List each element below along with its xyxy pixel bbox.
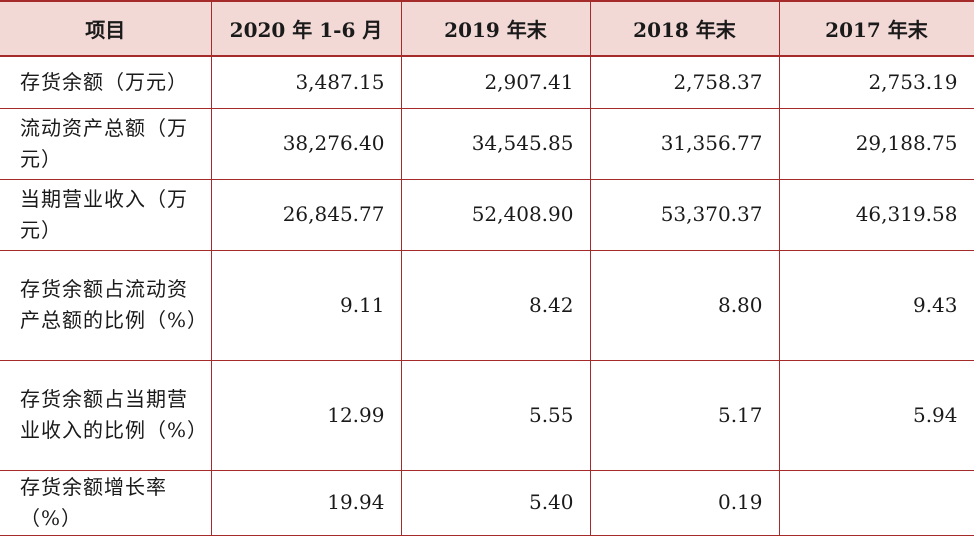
cell-value: 9.11 — [210, 250, 402, 361]
cell-value: 5.94 — [778, 360, 974, 471]
cell-value: 5.17 — [589, 360, 780, 471]
table-row: 存货余额占当期营业收入的比例（%） 12.99 5.55 5.17 5.94 — [0, 360, 974, 471]
row-label: 存货余额增长率（%） — [0, 470, 212, 536]
cell-value: 26,845.77 — [210, 179, 402, 251]
cell-value: 29,188.75 — [778, 108, 974, 180]
cell-value: 8.42 — [400, 250, 591, 361]
table-row: 存货余额（万元） 3,487.15 2,907.41 2,758.37 2,75… — [0, 56, 974, 109]
header-row: 项目 2020 年 1-6 月 2019 年末 2018 年末 2017 年末 — [0, 0, 974, 57]
cell-value: 38,276.40 — [210, 108, 402, 180]
table-row: 存货余额占流动资产总额的比例（%） 9.11 8.42 8.80 9.43 — [0, 250, 974, 361]
cell-value: 2,907.41 — [400, 56, 591, 109]
table-row: 存货余额增长率（%） 19.94 5.40 0.19 — [0, 470, 974, 536]
cell-value: 31,356.77 — [589, 108, 780, 180]
header-2019: 2019 年末 — [400, 0, 591, 57]
table-row: 流动资产总额（万元） 38,276.40 34,545.85 31,356.77… — [0, 108, 974, 180]
cell-value: 2,753.19 — [778, 56, 974, 109]
cell-value: 46,319.58 — [778, 179, 974, 251]
row-label: 流动资产总额（万元） — [0, 108, 212, 180]
cell-value: 52,408.90 — [400, 179, 591, 251]
header-item: 项目 — [0, 0, 212, 57]
cell-value — [778, 470, 974, 536]
row-label: 存货余额（万元） — [0, 56, 212, 109]
cell-value: 3,487.15 — [210, 56, 402, 109]
cell-value: 19.94 — [210, 470, 402, 536]
table-row: 当期营业收入（万元） 26,845.77 52,408.90 53,370.37… — [0, 179, 974, 251]
cell-value: 34,545.85 — [400, 108, 591, 180]
cell-value: 5.40 — [400, 470, 591, 536]
row-label: 存货余额占当期营业收入的比例（%） — [0, 360, 212, 471]
cell-value: 5.55 — [400, 360, 591, 471]
header-2020h1: 2020 年 1-6 月 — [210, 0, 402, 57]
cell-value: 8.80 — [589, 250, 780, 361]
cell-value: 9.43 — [778, 250, 974, 361]
row-label: 存货余额占流动资产总额的比例（%） — [0, 250, 212, 361]
cell-value: 53,370.37 — [589, 179, 780, 251]
cell-value: 12.99 — [210, 360, 402, 471]
cell-value: 2,758.37 — [589, 56, 780, 109]
header-2017: 2017 年末 — [778, 0, 974, 57]
cell-value: 0.19 — [589, 470, 780, 536]
row-label: 当期营业收入（万元） — [0, 179, 212, 251]
header-2018: 2018 年末 — [589, 0, 780, 57]
